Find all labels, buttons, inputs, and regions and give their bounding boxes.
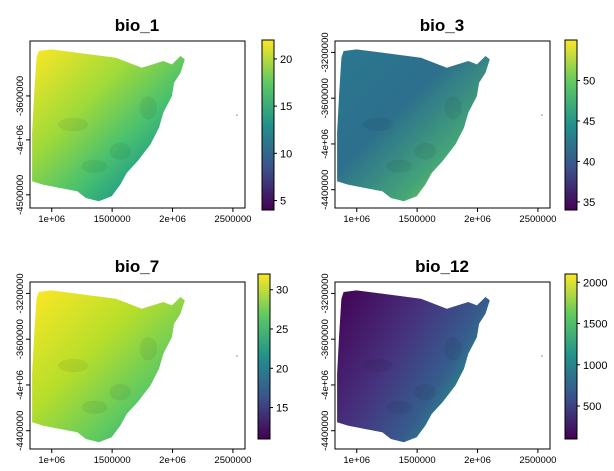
- colorbar: [564, 273, 578, 440]
- x-tick-label: 1500000: [399, 455, 436, 466]
- y-tick-label: -4400000: [15, 411, 26, 451]
- y-tick-label: -3200000: [320, 273, 331, 313]
- y-tick-label: -4e+06: [320, 370, 331, 400]
- plot-frame: [29, 281, 246, 450]
- x-tick-label: 2500000: [519, 214, 556, 225]
- raster-texture: [57, 117, 89, 132]
- colorbar-tick-label: 1000: [583, 360, 607, 372]
- x-tick-label: 1e+06: [38, 455, 65, 466]
- panel-title: bio_12: [415, 257, 469, 276]
- y-tick-label: -3600000: [15, 76, 26, 116]
- x-tick-label: 2e+06: [159, 214, 186, 225]
- colorbar-tick-label: 50: [583, 75, 595, 87]
- raster-texture: [386, 400, 413, 414]
- x-tick-label: 2500000: [519, 455, 556, 466]
- colorbar-tick-label: 500: [583, 401, 601, 413]
- y-tick-label: -3200000: [15, 273, 26, 313]
- colorbar-tick-label: 20: [280, 54, 292, 66]
- plot-frame: [334, 281, 551, 450]
- chart-panel-1: bio_1 1e+06 1500000 2e+06 2500000 -3600000 -4e…: [15, 16, 292, 225]
- colorbar: [257, 273, 271, 440]
- raster-texture: [362, 358, 394, 373]
- colorbar-tick-label: 25: [276, 324, 288, 336]
- y-tick-label: -3600000: [320, 78, 331, 118]
- colorbar-tick-label: 30: [276, 285, 288, 297]
- raster-map: [337, 290, 490, 443]
- colorbar: [564, 39, 578, 211]
- island-mark: [541, 114, 543, 116]
- panel-title: bio_3: [420, 16, 464, 35]
- island-mark: [236, 114, 238, 116]
- island-mark: [236, 355, 238, 357]
- raster-texture: [386, 159, 413, 173]
- raster-map: [32, 290, 185, 443]
- y-tick-label: -3600000: [15, 319, 26, 359]
- x-tick-label: 1e+06: [343, 455, 370, 466]
- y-tick-label: -4e+06: [15, 125, 26, 155]
- panel-title: bio_7: [115, 257, 159, 276]
- raster-texture: [139, 96, 157, 120]
- x-tick-label: 2e+06: [159, 455, 186, 466]
- raster-map: [337, 49, 490, 202]
- chart-panel-2: bio_3 1e+06 1500000 2e+06 2500000 -3200000 -36…: [320, 16, 595, 225]
- island-mark: [541, 355, 543, 357]
- raster-texture: [444, 337, 462, 361]
- raster-texture: [57, 358, 89, 373]
- colorbar-tick-label: 10: [280, 148, 292, 160]
- raster-texture: [444, 96, 462, 120]
- colorbar-tick-label: 15: [280, 101, 292, 113]
- colorbar: [261, 39, 275, 211]
- raster-texture: [81, 400, 108, 414]
- colorbar-tick-label: 5: [280, 196, 286, 208]
- plot-frame: [29, 40, 246, 209]
- raster-texture: [81, 159, 108, 173]
- y-tick-label: -4e+06: [15, 370, 26, 400]
- colorbar-tick-label: 2000: [583, 277, 607, 289]
- x-tick-label: 2e+06: [464, 214, 491, 225]
- raster-texture: [109, 383, 132, 401]
- y-tick-label: -4400000: [320, 170, 331, 210]
- raster-map: [32, 49, 185, 202]
- y-tick-label: -3600000: [320, 319, 331, 359]
- y-tick-label: -4400000: [320, 411, 331, 451]
- panel-title: bio_1: [115, 16, 159, 35]
- colorbar-tick-label: 35: [583, 197, 595, 209]
- chart-panel-4: bio_12 1e+06 1500000 2e+06 2500000 -3200000 -3…: [320, 257, 607, 466]
- colorbar-tick-label: 45: [583, 116, 595, 128]
- y-tick-label: -4500000: [15, 175, 26, 215]
- raster-texture: [362, 117, 394, 132]
- x-tick-label: 1500000: [94, 455, 131, 466]
- raster-texture: [414, 142, 437, 160]
- raster-texture: [139, 337, 157, 361]
- raster-texture: [414, 383, 437, 401]
- x-tick-label: 2500000: [214, 214, 251, 225]
- y-tick-label: -4e+06: [320, 129, 331, 159]
- raster-texture: [109, 142, 132, 160]
- x-tick-label: 1e+06: [38, 214, 65, 225]
- x-tick-label: 1500000: [399, 214, 436, 225]
- colorbar-tick-label: 20: [276, 363, 288, 375]
- x-tick-label: 2500000: [214, 455, 251, 466]
- plot-frame: [334, 40, 551, 209]
- x-tick-label: 1500000: [94, 214, 131, 225]
- colorbar-tick-label: 15: [276, 403, 288, 415]
- colorbar-tick-label: 40: [583, 156, 595, 168]
- colorbar-tick-label: 1500: [583, 319, 607, 331]
- chart-panel-3: bio_7 1e+06 1500000 2e+06 2500000 -3200000 -36…: [15, 257, 288, 466]
- y-tick-label: -3200000: [320, 32, 331, 72]
- x-tick-label: 1e+06: [343, 214, 370, 225]
- x-tick-label: 2e+06: [464, 455, 491, 466]
